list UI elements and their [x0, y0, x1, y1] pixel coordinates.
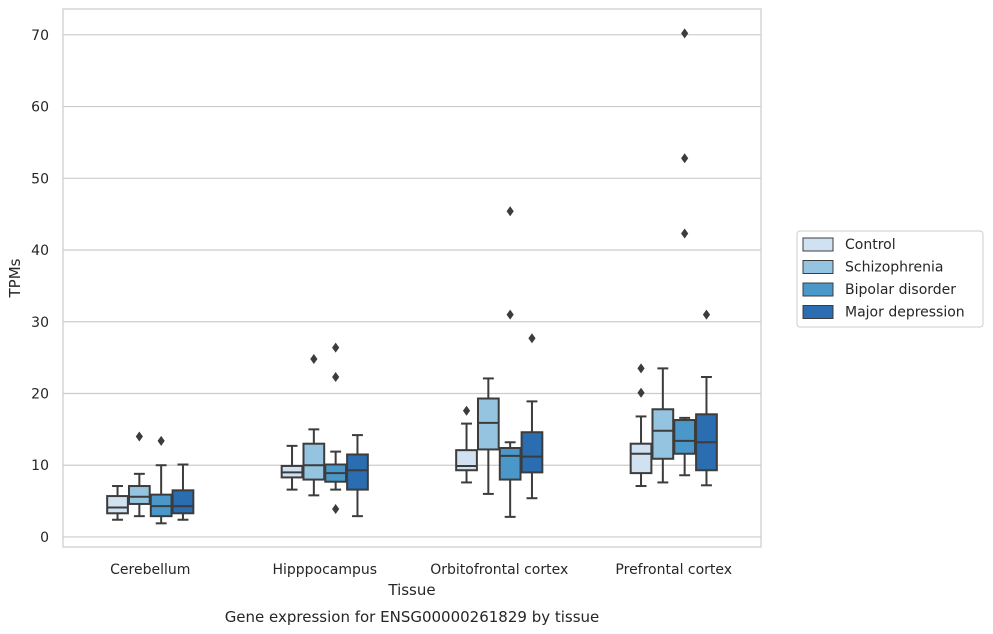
iqr-box: [106, 495, 129, 515]
box-2-2: [498, 206, 522, 518]
y-tick-label-50: 50: [31, 171, 49, 187]
legend-swatch-3: [802, 305, 834, 319]
outlier-point: [637, 363, 645, 374]
x-tick-labels: Cerebellum Hipppocampus Orbitofrontal cort…: [110, 562, 732, 578]
outlier-point: [332, 342, 340, 353]
x-tick-label-1: Hipppocampus: [272, 562, 377, 578]
legend-frame: [796, 230, 984, 328]
y-tick-label-60: 60: [31, 100, 49, 116]
legend-swatch-1: [802, 260, 834, 274]
outlier-point: [681, 153, 689, 164]
legend-label-1: Schizophrenia: [845, 260, 943, 276]
x-tick-label-0: Cerebellum: [110, 562, 190, 578]
iqr-box: [455, 449, 478, 472]
outlier-point: [332, 503, 340, 514]
outlier-point: [528, 333, 536, 344]
iqr-box: [171, 489, 195, 515]
legend-swatch-2: [802, 282, 834, 297]
outlier-point: [506, 309, 514, 320]
y-tick-label-70: 70: [31, 28, 49, 44]
box-3-0: [629, 363, 653, 488]
box-1-1: [302, 354, 326, 497]
outlier-point: [506, 206, 514, 217]
iqr-box: [651, 408, 675, 460]
iqr-box: [476, 397, 500, 451]
box-2-3: [520, 333, 544, 500]
outlier-point: [157, 435, 165, 446]
outlier-point: [462, 405, 471, 416]
outlier-point: [702, 309, 711, 320]
y-tick-label-30: 30: [31, 315, 49, 331]
box-2-1: [476, 377, 500, 495]
x-axis-label: Tissue: [387, 581, 435, 599]
iqr-box: [498, 447, 522, 481]
plot-area: [62, 8, 762, 548]
outlier-point: [310, 354, 318, 365]
box-0-2: [149, 435, 173, 525]
legend-label-2: Bipolar disorder: [845, 282, 956, 298]
series-2: [149, 28, 697, 525]
box-3-2: [673, 28, 697, 477]
iqr-box: [673, 419, 697, 455]
x-tick-label-3: Prefrontal cortex: [615, 562, 732, 578]
box-series: [106, 28, 718, 525]
box-3-3: [695, 309, 718, 487]
y-tick-labels: 0 10 20 30 40 50 60 70: [31, 28, 49, 546]
y-axis-label: TPMs: [6, 258, 24, 298]
legend: Control Schizophrenia Bipolar disorder Majo…: [796, 230, 984, 328]
series-0: [106, 363, 653, 521]
y-tick-label-10: 10: [31, 458, 49, 474]
iqr-box: [302, 442, 326, 481]
box-0-0: [106, 485, 129, 521]
outlier-point: [135, 431, 143, 442]
box-0-3: [171, 463, 195, 521]
iqr-box: [520, 431, 544, 474]
y-tick-label-40: 40: [31, 243, 49, 259]
outlier-point: [332, 371, 340, 382]
iqr-box: [346, 453, 369, 491]
iqr-box: [629, 442, 653, 475]
chart-caption: Gene expression for ENSG00000261829 by t…: [225, 608, 600, 626]
y-tick-label-20: 20: [31, 386, 49, 402]
iqr-box: [127, 485, 151, 505]
box-2-0: [455, 405, 478, 484]
box-0-1: [127, 431, 151, 518]
x-tick-label-2: Orbitofrontal cortex: [430, 562, 568, 578]
box-1-2: [324, 342, 348, 514]
outlier-point: [637, 387, 645, 398]
box-1-3: [346, 434, 369, 518]
legend-label-0: Control: [845, 237, 896, 253]
legend-swatch-0: [802, 237, 834, 252]
outlier-point: [681, 28, 689, 39]
y-tick-label-0: 0: [40, 530, 49, 546]
series-3: [171, 309, 718, 521]
box-1-0: [280, 444, 304, 491]
series-1: [127, 354, 675, 518]
outlier-point: [681, 228, 689, 239]
box-3-1: [651, 367, 675, 484]
legend-label-3: Major depression: [845, 305, 965, 321]
